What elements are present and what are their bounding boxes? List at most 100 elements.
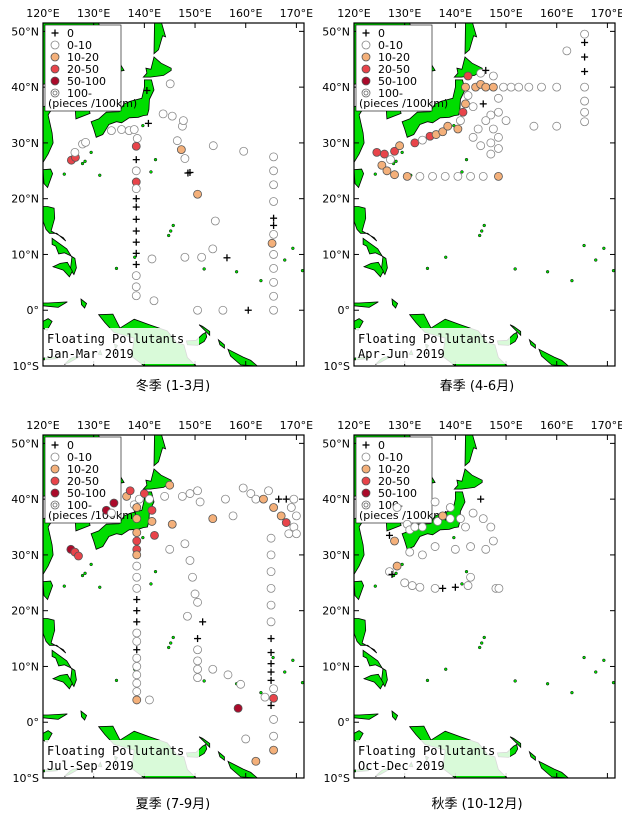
observation-marker [233,703,243,713]
observation-marker [267,635,275,643]
observation-marker [180,539,190,549]
observation-marker [221,494,230,504]
observation-marker [488,536,498,546]
legend-label: 10-20 [67,463,99,476]
observation-marker [461,99,470,109]
legend-label: 0-10 [67,451,92,464]
stamp-period: Apr-Jun 2019 [358,347,445,361]
land-shape [153,434,167,467]
observation-marker [438,511,448,521]
observation-marker [580,117,589,127]
observation-marker [132,628,142,638]
legend-label: 20-50 [378,63,410,76]
observation-points [372,29,589,181]
legend-label: 0-10 [378,451,403,464]
observation-marker [183,611,192,621]
legend-symbol [361,476,371,486]
land-shape [90,491,155,550]
observation-marker [266,550,276,560]
legend-label: 0 [378,27,385,40]
observation-marker [266,600,276,610]
island [141,123,145,128]
observation-marker [238,483,248,493]
land-shape [464,22,478,55]
observation-marker [488,71,498,81]
observation-marker [132,203,140,211]
observation-marker [291,511,301,521]
land-shape [227,348,259,367]
land-shape [42,102,57,164]
land-shape [363,673,384,690]
legend-symbol [50,88,60,98]
observation-marker [251,494,261,504]
island [545,682,550,686]
island [602,246,606,250]
observation-marker [149,296,159,306]
island [114,678,119,683]
lon-tick-label: 150°E [178,419,211,432]
lat-tick-label: 10°N [322,660,350,673]
lon-tick-label: 150°E [489,419,522,432]
observation-marker [131,282,141,292]
observation-marker [458,107,468,117]
land-shape [42,514,57,576]
land-shape [90,79,155,138]
observation-marker [410,522,420,532]
legend-label: 20-50 [67,63,99,76]
observation-marker [269,503,278,512]
island [425,678,430,683]
map-panel-winter: 120°E 130°E 140°E 150°E 160°E 170°E 50°N 40°N 30… [0,0,313,412]
observation-marker [269,684,278,694]
observation-marker [580,107,589,117]
observation-marker [482,66,490,74]
legend-symbol [361,40,371,50]
observation-marker [176,145,186,155]
observation-points [385,495,504,593]
legend-symbol [50,500,60,510]
island [373,172,377,176]
observation-marker [147,505,157,515]
observation-marker [177,491,187,501]
observation-marker [193,189,202,199]
island [464,569,469,574]
lon-tick-label: 140°E [439,419,472,432]
observation-marker [266,567,276,577]
island [478,645,482,650]
legend-label: 0-10 [67,39,92,52]
legend-symbol [50,476,60,486]
observation-marker [281,518,291,527]
observation-marker [218,305,228,315]
observation-marker [486,110,496,120]
observation-marker [269,305,278,315]
observation-marker [266,617,276,627]
observation-marker [468,102,478,112]
island [594,670,598,674]
observation-marker [481,544,491,554]
observation-marker [132,156,140,164]
stamp-background [45,740,199,776]
island [570,691,574,695]
legend-label: 10-20 [378,463,410,476]
observation-points [66,480,301,766]
island [169,641,173,645]
legend-symbol [361,76,371,86]
stamp-background [45,328,199,364]
observation-marker [133,646,141,654]
observation-marker [228,511,238,521]
land-shape [198,736,211,749]
island [80,161,85,166]
lat-tick-label: 10°S [324,360,350,373]
observation-marker [450,544,460,554]
stamp-period: Jul-Sep 2019 [47,759,134,773]
island [234,270,239,274]
lat-tick-label: 10°N [322,248,350,261]
legend-label: 50-100 [378,487,417,500]
observation-marker [372,147,382,157]
land-shape [353,618,378,654]
observation-marker [184,169,192,177]
observation-marker [486,522,496,532]
legend-symbol [50,76,60,86]
land-shape [51,649,77,688]
observation-marker [132,636,142,646]
